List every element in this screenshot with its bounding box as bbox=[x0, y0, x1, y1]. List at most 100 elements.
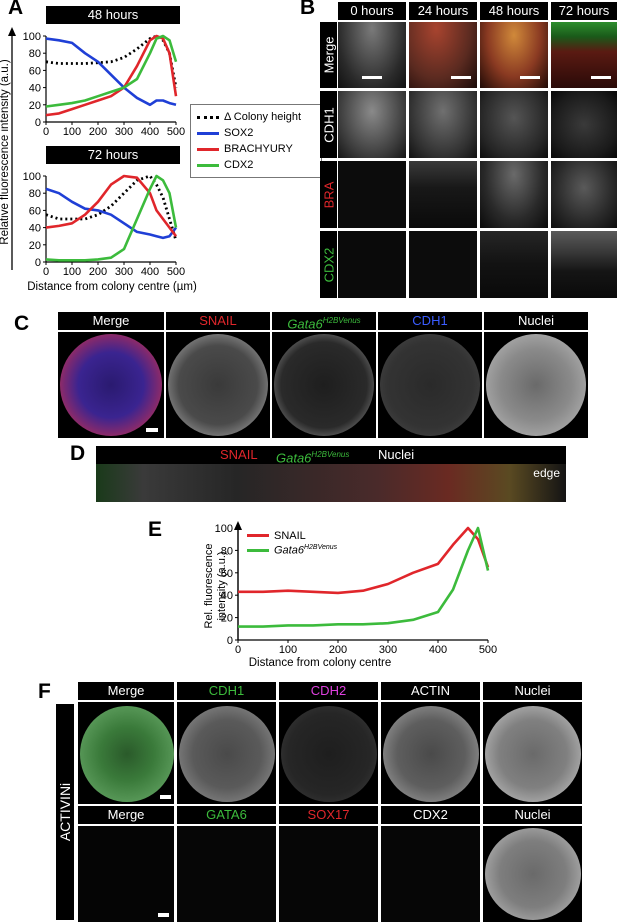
b-tile-bra-72h bbox=[551, 161, 617, 228]
chart-e-series-1 bbox=[238, 526, 490, 628]
chart-48h-x-tick-label: 300 bbox=[115, 126, 133, 138]
b-tile-bra-48h bbox=[480, 161, 548, 228]
chart-72h-y-tick-label: 80 bbox=[29, 188, 41, 200]
f-r1-tile-actin bbox=[381, 702, 480, 804]
f-r1-tile-cdh2 bbox=[279, 702, 378, 804]
chart-72h-y-tick-label: 40 bbox=[29, 223, 41, 235]
d-label-nuclei: Nuclei bbox=[378, 447, 415, 462]
d-label-snail: SNAIL bbox=[220, 447, 258, 462]
chart-72h-y-tick-label: 0 bbox=[35, 257, 41, 269]
b-tile-merge-48h bbox=[480, 22, 548, 88]
c-tile-merge bbox=[58, 332, 164, 438]
c-tile-nuclei bbox=[484, 332, 588, 438]
chart-72h-y-tick-label: 60 bbox=[29, 205, 41, 217]
f-r1-header-nuclei: Nuclei bbox=[483, 682, 582, 700]
f-r2-tile-sox17 bbox=[279, 826, 378, 922]
chart-72h-y-tick-label: 20 bbox=[29, 240, 41, 252]
chart-e-x-tick-label: 100 bbox=[279, 644, 297, 656]
chart-48h-x-tick-label: 0 bbox=[43, 126, 49, 138]
c-header-snail: SNAIL bbox=[166, 312, 270, 330]
c-header-cdh1: CDH1 bbox=[378, 312, 482, 330]
chart-48h-title: 48 hours bbox=[46, 6, 180, 24]
f-r2-tile-merge bbox=[78, 826, 174, 922]
b-row-bra: BRA bbox=[320, 161, 337, 228]
b-header-72h: 72 hours bbox=[551, 2, 617, 20]
chart-48h-y-tick-label: 0 bbox=[35, 117, 41, 129]
legend-sox2: SOX2 bbox=[224, 127, 254, 139]
chart-72h-series-2 bbox=[45, 174, 178, 237]
c-tile-gata6 bbox=[272, 332, 376, 438]
chart-e-x-tick-label: 0 bbox=[235, 644, 241, 656]
chart-e-x-tick-label: 500 bbox=[479, 644, 497, 656]
d-header: SNAIL Gata6H2BVenus Nuclei bbox=[96, 446, 566, 464]
chart-48h-y-tick-label: 100 bbox=[23, 31, 41, 43]
chart-72h-series-3 bbox=[45, 174, 178, 262]
b-tile-cdx2-24h bbox=[409, 231, 477, 298]
legend-cdx2: CDX2 bbox=[224, 159, 254, 171]
f-r1-header-actin: ACTIN bbox=[381, 682, 480, 700]
chart-72h-x-tick-label: 400 bbox=[141, 266, 159, 278]
f-r2-header-gata6: GATA6 bbox=[177, 806, 276, 824]
legend-brachyury: BRACHYURY bbox=[224, 143, 293, 155]
panel-label-e: E bbox=[148, 518, 163, 541]
chart-e-y-tick-label: 60 bbox=[221, 568, 233, 580]
chart-48h-x-tick-label: 400 bbox=[141, 126, 159, 138]
f-r2-header-merge: Merge bbox=[78, 806, 174, 824]
b-tile-cdx2-72h bbox=[551, 231, 617, 298]
f-r1-header-merge: Merge bbox=[78, 682, 174, 700]
chart-e-x-tick-label: 200 bbox=[329, 644, 347, 656]
chart-72h-series-1 bbox=[45, 187, 178, 240]
chart-e-y-tick-label: 40 bbox=[221, 590, 233, 602]
panel-a-xlabel: Distance from colony centre (µm) bbox=[27, 281, 197, 293]
panel-a-legend: Δ Colony height SOX2 BRACHYURY CDX2 bbox=[190, 104, 322, 178]
panel-e-xlabel: Distance from colony centre bbox=[249, 657, 392, 669]
f-r2-header-nuclei: Nuclei bbox=[483, 806, 582, 824]
chart-72h-x-tick-label: 100 bbox=[63, 266, 81, 278]
panel-e-ylabel-2: intensity (a.u.) bbox=[216, 551, 228, 620]
c-header-nuclei: Nuclei bbox=[484, 312, 588, 330]
chart-72h-x-tick-label: 200 bbox=[89, 266, 107, 278]
b-tile-cdx2-48h bbox=[480, 231, 548, 298]
chart-72h-y-tick-label: 100 bbox=[23, 171, 41, 183]
b-tile-cdh1-24h bbox=[409, 91, 477, 158]
chart-e-y-tick-label: 100 bbox=[215, 523, 233, 535]
f-r1-header-cdh2: CDH2 bbox=[279, 682, 378, 700]
b-tile-cdh1-0h bbox=[338, 91, 406, 158]
chart-e-x-tick-label: 400 bbox=[429, 644, 447, 656]
d-label-gata6: Gata6H2BVenus bbox=[276, 450, 350, 464]
chart-48h-x-tick-label: 500 bbox=[167, 126, 185, 138]
chart-72h-x-tick-label: 500 bbox=[167, 266, 185, 278]
d-image-strip: edge bbox=[96, 464, 566, 502]
legend-gata6: Gata6H2BVenus bbox=[274, 544, 338, 557]
b-tile-merge-24h bbox=[409, 22, 477, 88]
chart-48h-series-0 bbox=[45, 34, 178, 88]
panel-e-chart: 0 100 200 300 400 500 0 20 40 60 80 100 Rel. fluore… bbox=[203, 521, 497, 669]
chart-72h-title: 72 hours bbox=[46, 146, 180, 164]
panel-a-ylabel: Relative fluorescence intensity (a.u.) bbox=[0, 59, 11, 245]
chart-72h-x-tick-label: 300 bbox=[115, 266, 133, 278]
f-r2-tile-cdx2 bbox=[381, 826, 480, 922]
b-tile-merge-72h bbox=[551, 22, 617, 88]
c-tile-snail bbox=[166, 332, 270, 438]
f-r1-tile-merge bbox=[78, 702, 174, 804]
chart-e-y-tick-label: 20 bbox=[221, 613, 233, 625]
chart-72h-series-0 bbox=[45, 174, 178, 241]
chart-e-series-0 bbox=[238, 526, 490, 595]
b-tile-bra-24h bbox=[409, 161, 477, 228]
b-row-merge: Merge bbox=[320, 22, 337, 88]
b-row-cdx2: CDX2 bbox=[320, 231, 337, 298]
chart-e-x-tick-label: 300 bbox=[379, 644, 397, 656]
chart-72h-x-tick-label: 0 bbox=[43, 266, 49, 278]
chart-e-y-tick-label: 80 bbox=[221, 545, 233, 557]
c-header-gata6: Gata6H2BVenus bbox=[272, 312, 376, 330]
chart-48h-series-3 bbox=[45, 34, 178, 108]
b-header-24h: 24 hours bbox=[409, 2, 477, 20]
b-tile-cdh1-48h bbox=[480, 91, 548, 158]
b-tile-cdh1-72h bbox=[551, 91, 617, 158]
chart-48h-y-tick-label: 60 bbox=[29, 65, 41, 77]
f-r2-tile-gata6 bbox=[177, 826, 276, 922]
b-tile-merge-0h bbox=[338, 22, 406, 88]
d-label-edge: edge bbox=[533, 466, 560, 480]
f-side-label: ACTIVINi bbox=[56, 704, 74, 920]
